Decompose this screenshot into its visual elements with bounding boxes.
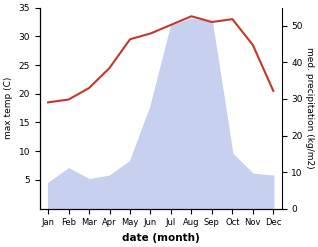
Y-axis label: med. precipitation (kg/m2): med. precipitation (kg/m2) xyxy=(305,47,314,169)
X-axis label: date (month): date (month) xyxy=(122,233,200,243)
Y-axis label: max temp (C): max temp (C) xyxy=(4,77,13,139)
